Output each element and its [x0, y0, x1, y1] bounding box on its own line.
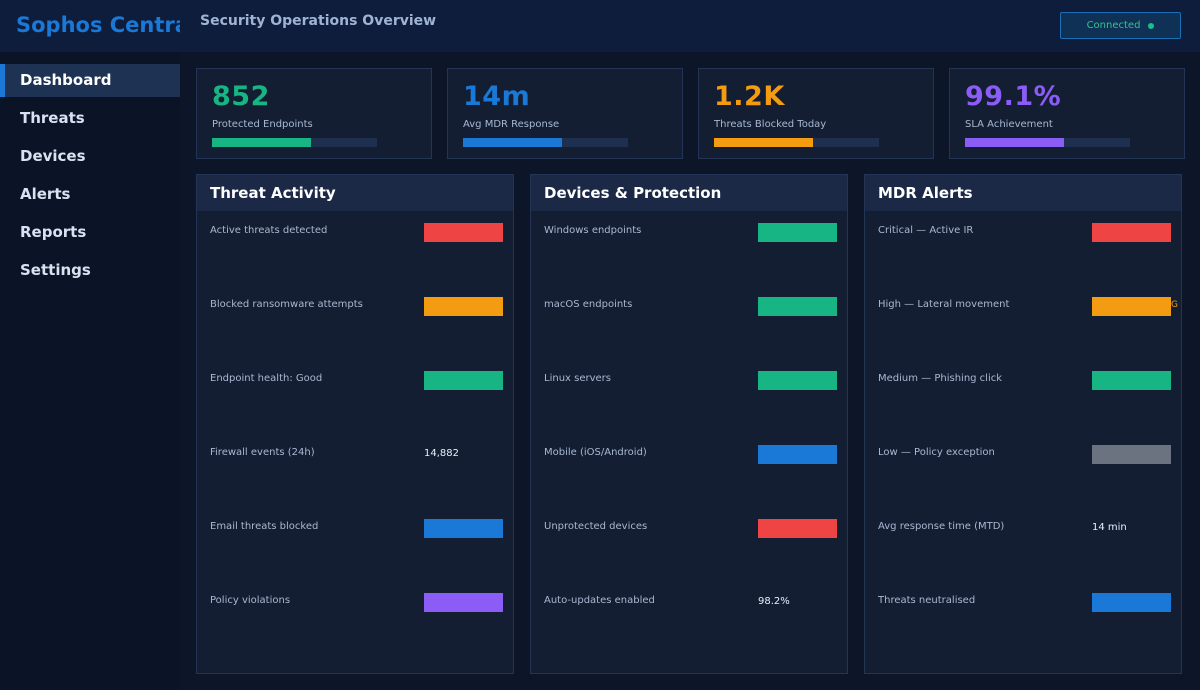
- row-label: Mobile (iOS/Android): [544, 447, 647, 458]
- panel-row[interactable]: Threats neutralised: [865, 593, 1181, 613]
- row-label: Threats neutralised: [878, 595, 976, 606]
- row-label: Endpoint health: Good: [210, 373, 323, 384]
- row-value: 14,882: [424, 448, 459, 459]
- bar-overflow-text: G: [1171, 300, 1178, 310]
- connection-status-label: Connected: [1086, 20, 1141, 31]
- row-label: Blocked ransomware attempts: [210, 299, 363, 310]
- row-label: Windows endpoints: [544, 225, 642, 236]
- kpi-progress-track: [463, 138, 628, 147]
- kpi-label: Protected Endpoints: [212, 119, 313, 130]
- panel-row[interactable]: Policy violations: [197, 593, 513, 613]
- row-label: Unprotected devices: [544, 521, 648, 532]
- status-bar: [1092, 593, 1171, 612]
- status-bar: [424, 519, 503, 538]
- panel-row[interactable]: Critical — Active IR: [865, 223, 1181, 243]
- sidebar-item-settings[interactable]: Settings: [20, 261, 91, 279]
- kpi-value: 99.1%: [965, 81, 1062, 112]
- status-bar: [1092, 371, 1171, 390]
- sidebar-item-reports[interactable]: Reports: [20, 223, 87, 241]
- sidebar-item-alerts[interactable]: Alerts: [20, 185, 71, 203]
- page-title: Security Operations Overview: [200, 13, 437, 29]
- panel-title: Threat Activity: [197, 175, 513, 211]
- panel-row[interactable]: macOS endpoints: [531, 297, 847, 317]
- panel-row[interactable]: Blocked ransomware attempts: [197, 297, 513, 317]
- kpi-progress-fill: [212, 138, 311, 147]
- panel-row[interactable]: Auto-updates enabled 98.2%: [531, 593, 847, 613]
- status-bar: [1092, 297, 1171, 316]
- kpi-progress-fill: [463, 138, 562, 147]
- status-bar: [758, 445, 837, 464]
- panel-row[interactable]: Linux servers: [531, 371, 847, 391]
- row-label: Low — Policy exception: [878, 447, 995, 458]
- kpi-progress-track: [212, 138, 377, 147]
- panel-title: Devices & Protection: [531, 175, 847, 211]
- kpi-progress-track: [714, 138, 879, 147]
- panel-threat-activity: Threat Activity Active threats detected B…: [196, 174, 514, 674]
- kpi-label: SLA Achievement: [965, 119, 1053, 130]
- row-label: Active threats detected: [210, 225, 328, 236]
- status-bar: [424, 593, 503, 612]
- panel-row[interactable]: Endpoint health: Good: [197, 371, 513, 391]
- sidebar-item-dashboard[interactable]: Dashboard: [0, 64, 180, 97]
- status-dot-icon: [1148, 22, 1155, 29]
- panel-row[interactable]: Unprotected devices: [531, 519, 847, 539]
- kpi-progress-fill: [714, 138, 813, 147]
- panel-mdr-alerts: MDR Alerts Critical — Active IR High — La…: [864, 174, 1182, 674]
- status-bar: [758, 297, 837, 316]
- panel-row[interactable]: High — Lateral movement G: [865, 297, 1181, 317]
- row-value: 98.2%: [758, 596, 790, 607]
- sidebar-item-devices[interactable]: Devices: [20, 147, 86, 165]
- row-label: Linux servers: [544, 373, 611, 384]
- row-label: Email threats blocked: [210, 521, 319, 532]
- status-bar: [1092, 223, 1171, 242]
- status-bar: [1092, 445, 1171, 464]
- kpi-label: Avg MDR Response: [463, 119, 560, 130]
- kpi-label: Threats Blocked Today: [714, 119, 827, 130]
- status-bar: [758, 223, 837, 242]
- panel-row[interactable]: Mobile (iOS/Android): [531, 445, 847, 465]
- kpi-value: 14m: [463, 81, 531, 112]
- row-label: Critical — Active IR: [878, 225, 974, 236]
- panel-row[interactable]: Active threats detected: [197, 223, 513, 243]
- panel-row[interactable]: Low — Policy exception: [865, 445, 1181, 465]
- kpi-progress-fill: [965, 138, 1064, 147]
- kpi-progress-track: [965, 138, 1130, 147]
- row-label: Firewall events (24h): [210, 447, 315, 458]
- panel-devices-protection: Devices & Protection Windows endpoints ma…: [530, 174, 848, 674]
- status-bar: [424, 371, 503, 390]
- connection-status-badge[interactable]: Connected: [1060, 12, 1181, 39]
- kpi-card-avg-mdr-response[interactable]: 14m Avg MDR Response: [447, 68, 683, 159]
- row-label: High — Lateral movement: [878, 299, 1010, 310]
- panel-row[interactable]: Email threats blocked: [197, 519, 513, 539]
- panel-row[interactable]: Avg response time (MTD) 14 min: [865, 519, 1181, 539]
- status-bar: [758, 519, 837, 538]
- kpi-card-threats-blocked[interactable]: 1.2K Threats Blocked Today: [698, 68, 934, 159]
- status-bar: [758, 371, 837, 390]
- kpi-value: 1.2K: [714, 81, 785, 112]
- row-label: Medium — Phishing click: [878, 373, 1003, 384]
- panel-row[interactable]: Windows endpoints: [531, 223, 847, 243]
- panel-row[interactable]: Medium — Phishing click: [865, 371, 1181, 391]
- row-label: macOS endpoints: [544, 299, 633, 310]
- kpi-card-protected-endpoints[interactable]: 852 Protected Endpoints: [196, 68, 432, 159]
- row-label: Avg response time (MTD): [878, 521, 1005, 532]
- panel-title: MDR Alerts: [865, 175, 1181, 211]
- status-bar: [424, 223, 503, 242]
- kpi-card-sla-achievement[interactable]: 99.1% SLA Achievement: [949, 68, 1185, 159]
- status-bar: [424, 297, 503, 316]
- row-label: Auto-updates enabled: [544, 595, 655, 606]
- row-value: 14 min: [1092, 522, 1127, 533]
- sidebar: Dashboard Threats Devices Alerts Reports…: [0, 52, 180, 690]
- top-header: Sophos Central Security Operations Overv…: [0, 0, 1200, 52]
- kpi-value: 852: [212, 81, 270, 112]
- panel-row[interactable]: Firewall events (24h) 14,882: [197, 445, 513, 465]
- row-label: Policy violations: [210, 595, 291, 606]
- brand-logo-text[interactable]: Sophos Central: [16, 13, 180, 37]
- sidebar-item-threats[interactable]: Threats: [20, 109, 85, 127]
